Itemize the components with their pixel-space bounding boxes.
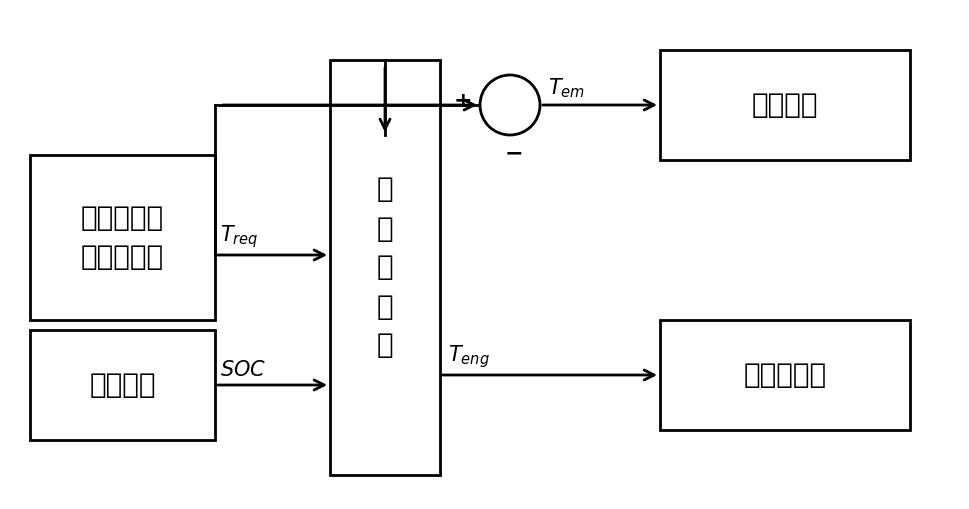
Bar bbox=[659, 50, 909, 160]
Text: 电池模块: 电池模块 bbox=[89, 371, 156, 399]
Text: $T_{eng}$: $T_{eng}$ bbox=[448, 343, 489, 370]
Text: $T_{req}$: $T_{req}$ bbox=[220, 223, 258, 250]
Bar bbox=[30, 330, 215, 440]
Text: −: − bbox=[504, 143, 522, 163]
Circle shape bbox=[480, 75, 540, 135]
Bar bbox=[659, 320, 909, 430]
Text: 发动机模块: 发动机模块 bbox=[742, 361, 826, 389]
Text: 整车需求转
矩计算模块: 整车需求转 矩计算模块 bbox=[80, 204, 164, 271]
Bar bbox=[30, 155, 215, 320]
Bar bbox=[329, 60, 440, 475]
Text: $T_{em}$: $T_{em}$ bbox=[547, 76, 584, 100]
Text: $SOC$: $SOC$ bbox=[220, 360, 266, 380]
Text: 电机模块: 电机模块 bbox=[751, 91, 818, 119]
Text: +: + bbox=[453, 91, 472, 111]
Text: 模
糊
控
制
器: 模 糊 控 制 器 bbox=[376, 176, 392, 359]
